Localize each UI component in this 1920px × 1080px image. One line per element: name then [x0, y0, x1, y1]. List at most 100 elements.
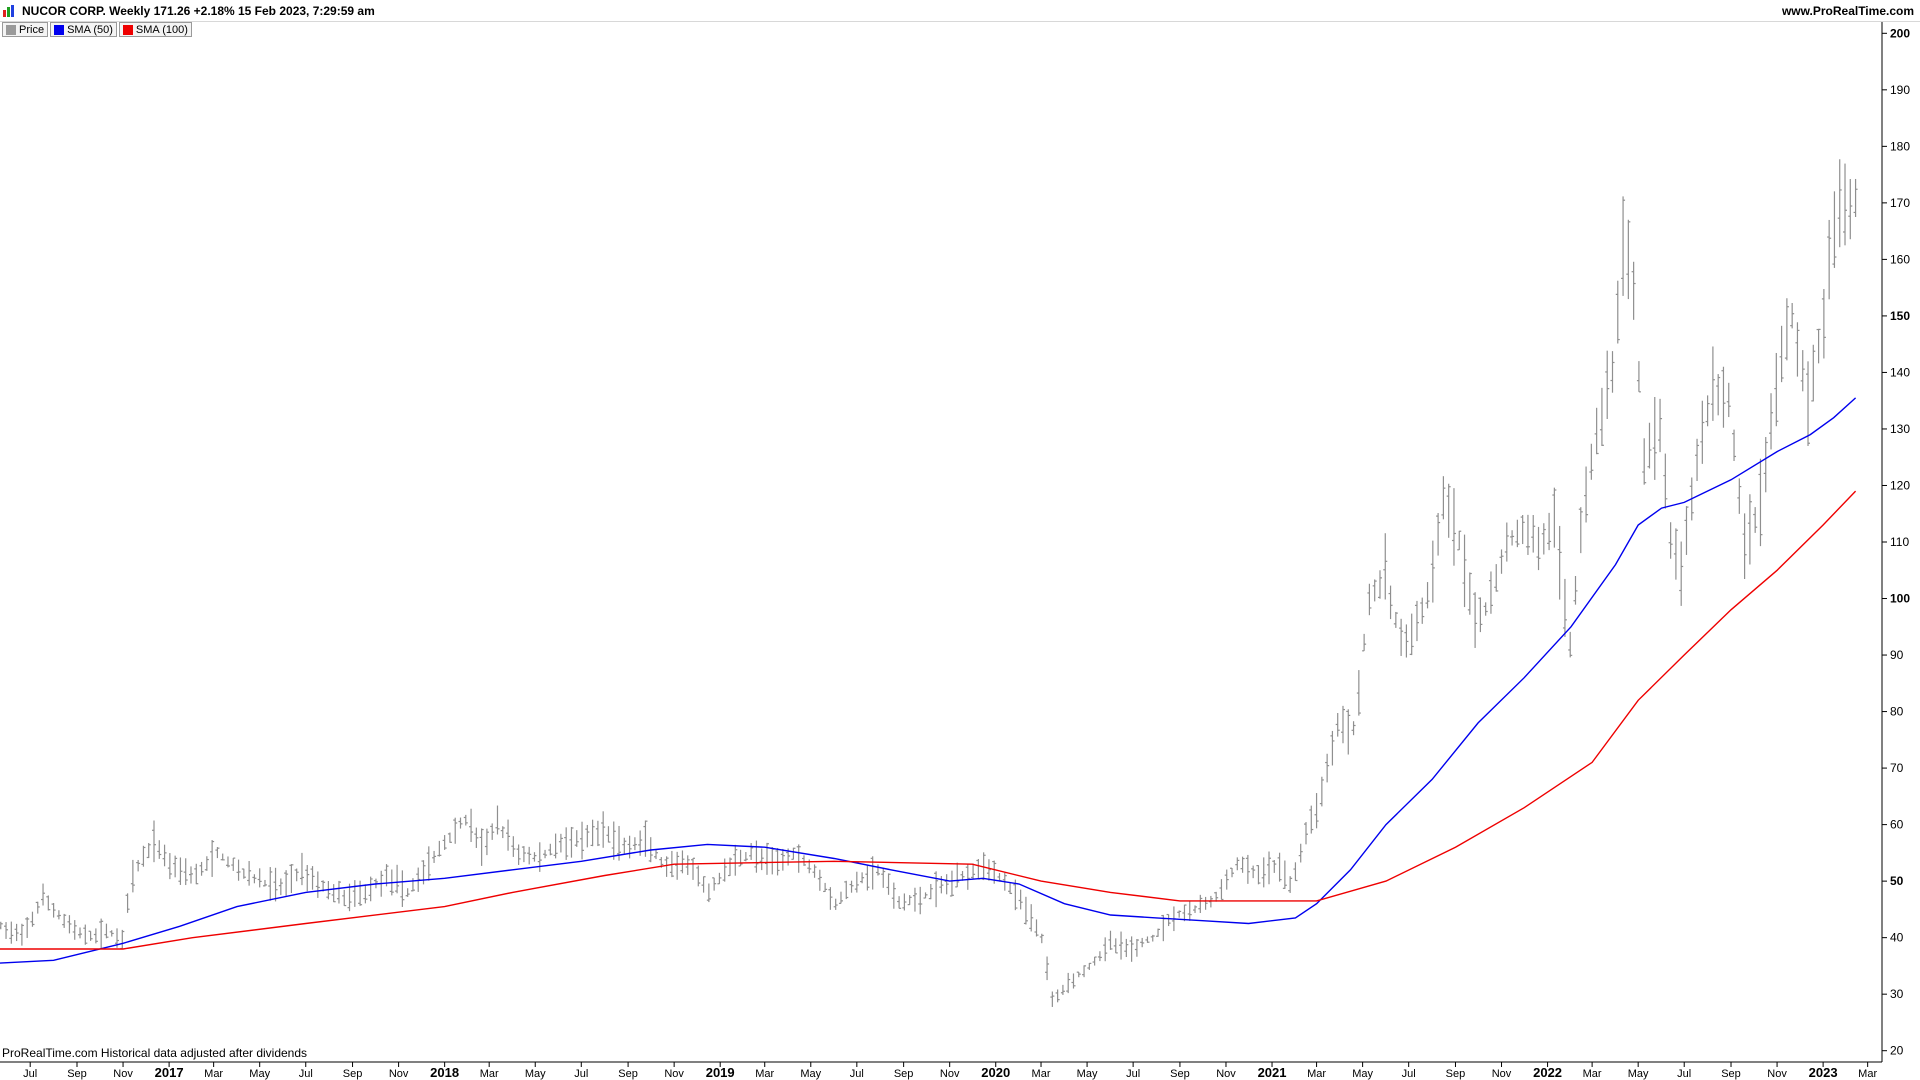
price-bar: [1097, 951, 1102, 962]
price-bar: [675, 851, 680, 880]
legend-item-sma100[interactable]: SMA (100): [118, 22, 192, 37]
price-bar: [1642, 438, 1647, 485]
price-bar: [41, 883, 46, 906]
footer-note: ProRealTime.com Historical data adjusted…: [2, 1046, 308, 1060]
price-bar: [1425, 582, 1430, 609]
price-bar: [1261, 857, 1266, 888]
price-bar: [828, 887, 833, 910]
price-bar: [1499, 549, 1504, 574]
price-bar: [1367, 583, 1372, 616]
price-bar: [1763, 437, 1768, 493]
price-bar: [1187, 901, 1192, 921]
price-bar: [1848, 179, 1853, 240]
price-bar: [479, 828, 484, 866]
chart-title: NUCOR CORP. Weekly 171.26 +2.18% 15 Feb …: [22, 4, 375, 18]
price-bar: [1478, 597, 1483, 633]
price-bar: [19, 923, 24, 946]
price-bar: [25, 917, 30, 938]
price-bar: [1457, 530, 1462, 551]
price-bar: [62, 913, 67, 928]
price-bar: [685, 855, 690, 875]
price-bar: [495, 805, 500, 835]
price-bar: [1414, 600, 1419, 642]
y-tick-label: 190: [1890, 83, 1910, 97]
price-bar: [1726, 382, 1731, 418]
price-bar: [1150, 934, 1155, 942]
x-tick-label: Jul: [299, 1068, 313, 1080]
price-bar: [1573, 575, 1578, 605]
price-bar: [93, 928, 98, 944]
price-bar: [918, 886, 923, 915]
x-tick-label: 2018: [430, 1065, 459, 1080]
price-bar: [289, 864, 294, 894]
price-bar: [516, 844, 521, 865]
legend-item-price[interactable]: Price: [2, 22, 49, 37]
price-bar: [1156, 928, 1161, 937]
price-bar: [1214, 891, 1219, 902]
y-tick-label: 60: [1890, 818, 1904, 832]
price-bar: [823, 882, 828, 893]
price-bar: [1732, 429, 1737, 462]
price-bar: [1684, 506, 1689, 555]
price-bar: [722, 858, 727, 882]
price-bar: [188, 866, 193, 884]
price-bar: [759, 848, 764, 871]
price-bar: [569, 826, 574, 858]
x-tick-label: Nov: [1767, 1068, 1787, 1080]
price-bar: [1404, 624, 1409, 658]
price-bar: [1525, 514, 1530, 555]
price-bar: [1652, 397, 1657, 480]
price-bar: [331, 884, 336, 903]
y-tick-label: 70: [1890, 761, 1904, 775]
x-tick-label: Mar: [1307, 1068, 1326, 1080]
price-bar: [474, 827, 479, 848]
price-bar: [1399, 618, 1404, 656]
x-tick-label: Nov: [1216, 1068, 1236, 1080]
price-bar: [1092, 956, 1097, 966]
legend-swatch-sma100: [122, 24, 133, 35]
price-bar: [1193, 905, 1198, 913]
x-tick-label: Nov: [1492, 1068, 1512, 1080]
price-bar: [986, 859, 991, 881]
price-bar: [220, 853, 225, 861]
x-tick-label: Mar: [204, 1068, 223, 1080]
price-bar: [130, 859, 135, 893]
y-tick-label: 130: [1890, 422, 1910, 436]
price-bar: [585, 824, 590, 848]
price-bar: [749, 843, 754, 860]
price-bar: [543, 849, 548, 859]
price-bar: [1668, 522, 1673, 559]
price-bar: [923, 892, 928, 899]
price-bar: [273, 867, 278, 902]
price-bar: [252, 874, 257, 884]
price-bar: [120, 929, 125, 950]
price-bar: [4, 922, 9, 939]
price-bar: [521, 846, 526, 863]
price-bar: [1557, 525, 1562, 600]
price-bar: [1282, 860, 1287, 889]
chart-header: NUCOR CORP. Weekly 171.26 +2.18% 15 Feb …: [0, 0, 1920, 22]
price-bar: [236, 859, 241, 881]
legend-item-sma50[interactable]: SMA (50): [50, 22, 117, 37]
price-bar: [146, 843, 151, 859]
price-bar: [432, 850, 437, 863]
price-bar: [791, 847, 796, 860]
price-bar: [891, 882, 896, 909]
price-bar: [210, 840, 215, 877]
site-link[interactable]: www.ProRealTime.com: [1781, 4, 1914, 18]
price-bar: [1198, 894, 1203, 914]
price-bar: [247, 861, 252, 886]
price-bar: [1309, 805, 1314, 834]
price-bar: [1082, 965, 1087, 978]
price-bar: [632, 837, 637, 851]
price-bar: [109, 930, 114, 937]
x-tick-label: May: [249, 1068, 270, 1080]
price-bar: [558, 833, 563, 853]
x-tick-label: May: [800, 1068, 821, 1080]
price-bar: [976, 859, 981, 880]
price-bar: [141, 845, 146, 867]
price-bar: [1388, 585, 1393, 620]
price-bar: [167, 853, 172, 880]
price-bar: [1050, 991, 1055, 1007]
